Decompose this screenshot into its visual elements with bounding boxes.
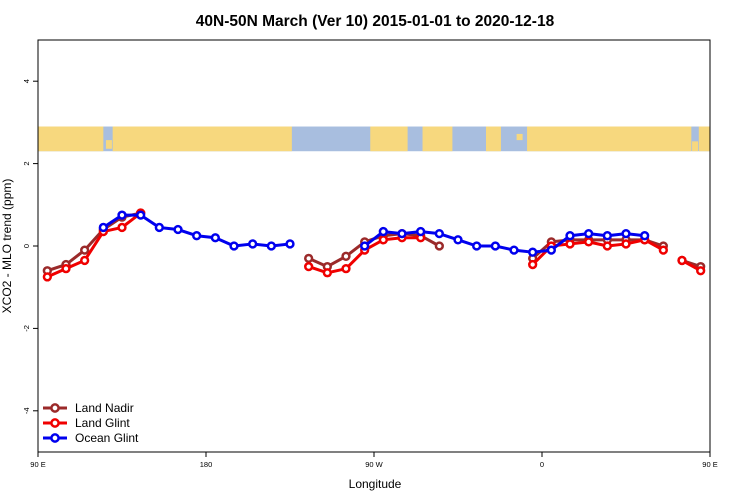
data-point-ocean-glint: [472, 241, 482, 251]
legend-item-land-glint: Land Glint: [43, 416, 130, 430]
chart-title: 40N-50N March (Ver 10) 2015-01-01 to 202…: [196, 13, 555, 30]
data-point-land-nadir: [80, 245, 90, 255]
data-point-ocean-glint: [117, 210, 127, 220]
y-tick-label: -2: [22, 325, 31, 332]
x-tick-label: 90 W: [365, 460, 383, 469]
data-point-ocean-glint: [528, 247, 538, 257]
map-land-island: [427, 138, 433, 149]
data-point-ocean-glint: [640, 231, 650, 241]
data-point-land-glint: [565, 239, 575, 249]
data-point-land-glint: [602, 241, 612, 251]
data-point-ocean-glint: [621, 228, 631, 239]
data-point-ocean-glint: [248, 239, 258, 249]
data-point-land-glint: [322, 268, 332, 278]
data-point-land-glint: [80, 255, 90, 266]
series-line-land-nadir: [46, 211, 141, 273]
data-point-land-glint: [304, 261, 314, 272]
data-point-land-glint: [528, 259, 538, 270]
map-land: [370, 126, 408, 152]
series-layer: [42, 208, 706, 282]
y-tick-label: 0: [22, 244, 31, 248]
data-point-ocean-glint: [136, 210, 146, 220]
data-point-ocean-glint: [602, 231, 612, 241]
data-point-ocean-glint: [266, 241, 276, 251]
data-point-land-nadir: [341, 251, 351, 261]
data-point-ocean-glint: [154, 222, 164, 233]
series-land-glint: [42, 208, 706, 282]
legend-label: Land Nadir: [75, 401, 134, 415]
x-tick-label: 180: [200, 460, 213, 469]
data-point-land-glint: [117, 222, 127, 233]
map-land: [486, 126, 501, 152]
data-point-ocean-glint: [565, 231, 575, 241]
data-point-land-glint: [42, 272, 52, 282]
x-axis: 90 E 180 90 W 0 90 E: [30, 452, 718, 469]
series-land-nadir: [42, 208, 706, 276]
data-point-ocean-glint: [210, 233, 220, 243]
data-point-ocean-glint: [229, 241, 239, 251]
map-land-island: [516, 133, 523, 141]
x-tick-label: 90 E: [702, 460, 717, 469]
data-point-ocean-glint: [453, 235, 463, 245]
data-point-ocean-glint: [285, 239, 295, 249]
data-point-ocean-glint: [397, 228, 407, 239]
data-point-ocean-glint: [509, 245, 519, 255]
data-point-ocean-glint: [173, 224, 183, 235]
map-land-island: [120, 131, 127, 139]
series-line-ocean-glint: [363, 230, 645, 254]
data-point-land-glint: [677, 255, 687, 266]
map-land: [112, 126, 292, 152]
y-tick-label: 4: [22, 79, 31, 83]
data-point-ocean-glint: [192, 231, 202, 241]
data-point-ocean-glint: [546, 245, 556, 255]
y-tick-label: 2: [22, 162, 31, 166]
y-axis: -4 -2 0 2 4: [22, 79, 38, 414]
data-point-land-glint: [696, 266, 706, 276]
data-point-ocean-glint: [490, 241, 500, 251]
data-point-land-glint: [584, 237, 594, 247]
data-point-land-glint: [658, 245, 668, 255]
legend-label: Land Glint: [75, 416, 130, 430]
data-point-land-glint: [378, 235, 388, 245]
data-point-ocean-glint: [98, 222, 108, 233]
data-point-ocean-glint: [360, 241, 370, 251]
legend-item-ocean-glint: Ocean Glint: [43, 431, 139, 445]
map-land-island: [105, 140, 112, 149]
map-land: [527, 126, 692, 152]
map-land-island: [692, 141, 699, 152]
y-axis-label: XCO2 - MLO trend (ppm): [0, 179, 14, 314]
x-tick-label: 0: [540, 460, 544, 469]
data-point-land-glint: [61, 264, 71, 274]
x-tick-label: 90 E: [30, 460, 45, 469]
legend-swatch-marker: [50, 403, 60, 413]
legend-swatch-marker: [50, 433, 60, 443]
data-point-ocean-glint: [378, 226, 388, 237]
map-land: [38, 126, 104, 152]
y-tick-label: -4: [22, 407, 31, 414]
series-ocean-glint: [98, 210, 650, 257]
map-strip: [38, 126, 710, 152]
data-point-ocean-glint: [584, 228, 594, 239]
data-point-ocean-glint: [434, 228, 444, 239]
legend-swatch-marker: [50, 418, 60, 428]
legend-label: Ocean Glint: [75, 431, 139, 445]
x-axis-label: Longitude: [349, 477, 402, 491]
data-point-land-glint: [341, 264, 351, 274]
data-point-land-nadir: [304, 253, 314, 264]
data-point-land-glint: [621, 239, 631, 249]
data-point-land-nadir: [434, 241, 444, 251]
data-point-ocean-glint: [416, 226, 426, 237]
map-land: [698, 126, 710, 152]
legend-item-land-nadir: Land Nadir: [43, 401, 134, 415]
